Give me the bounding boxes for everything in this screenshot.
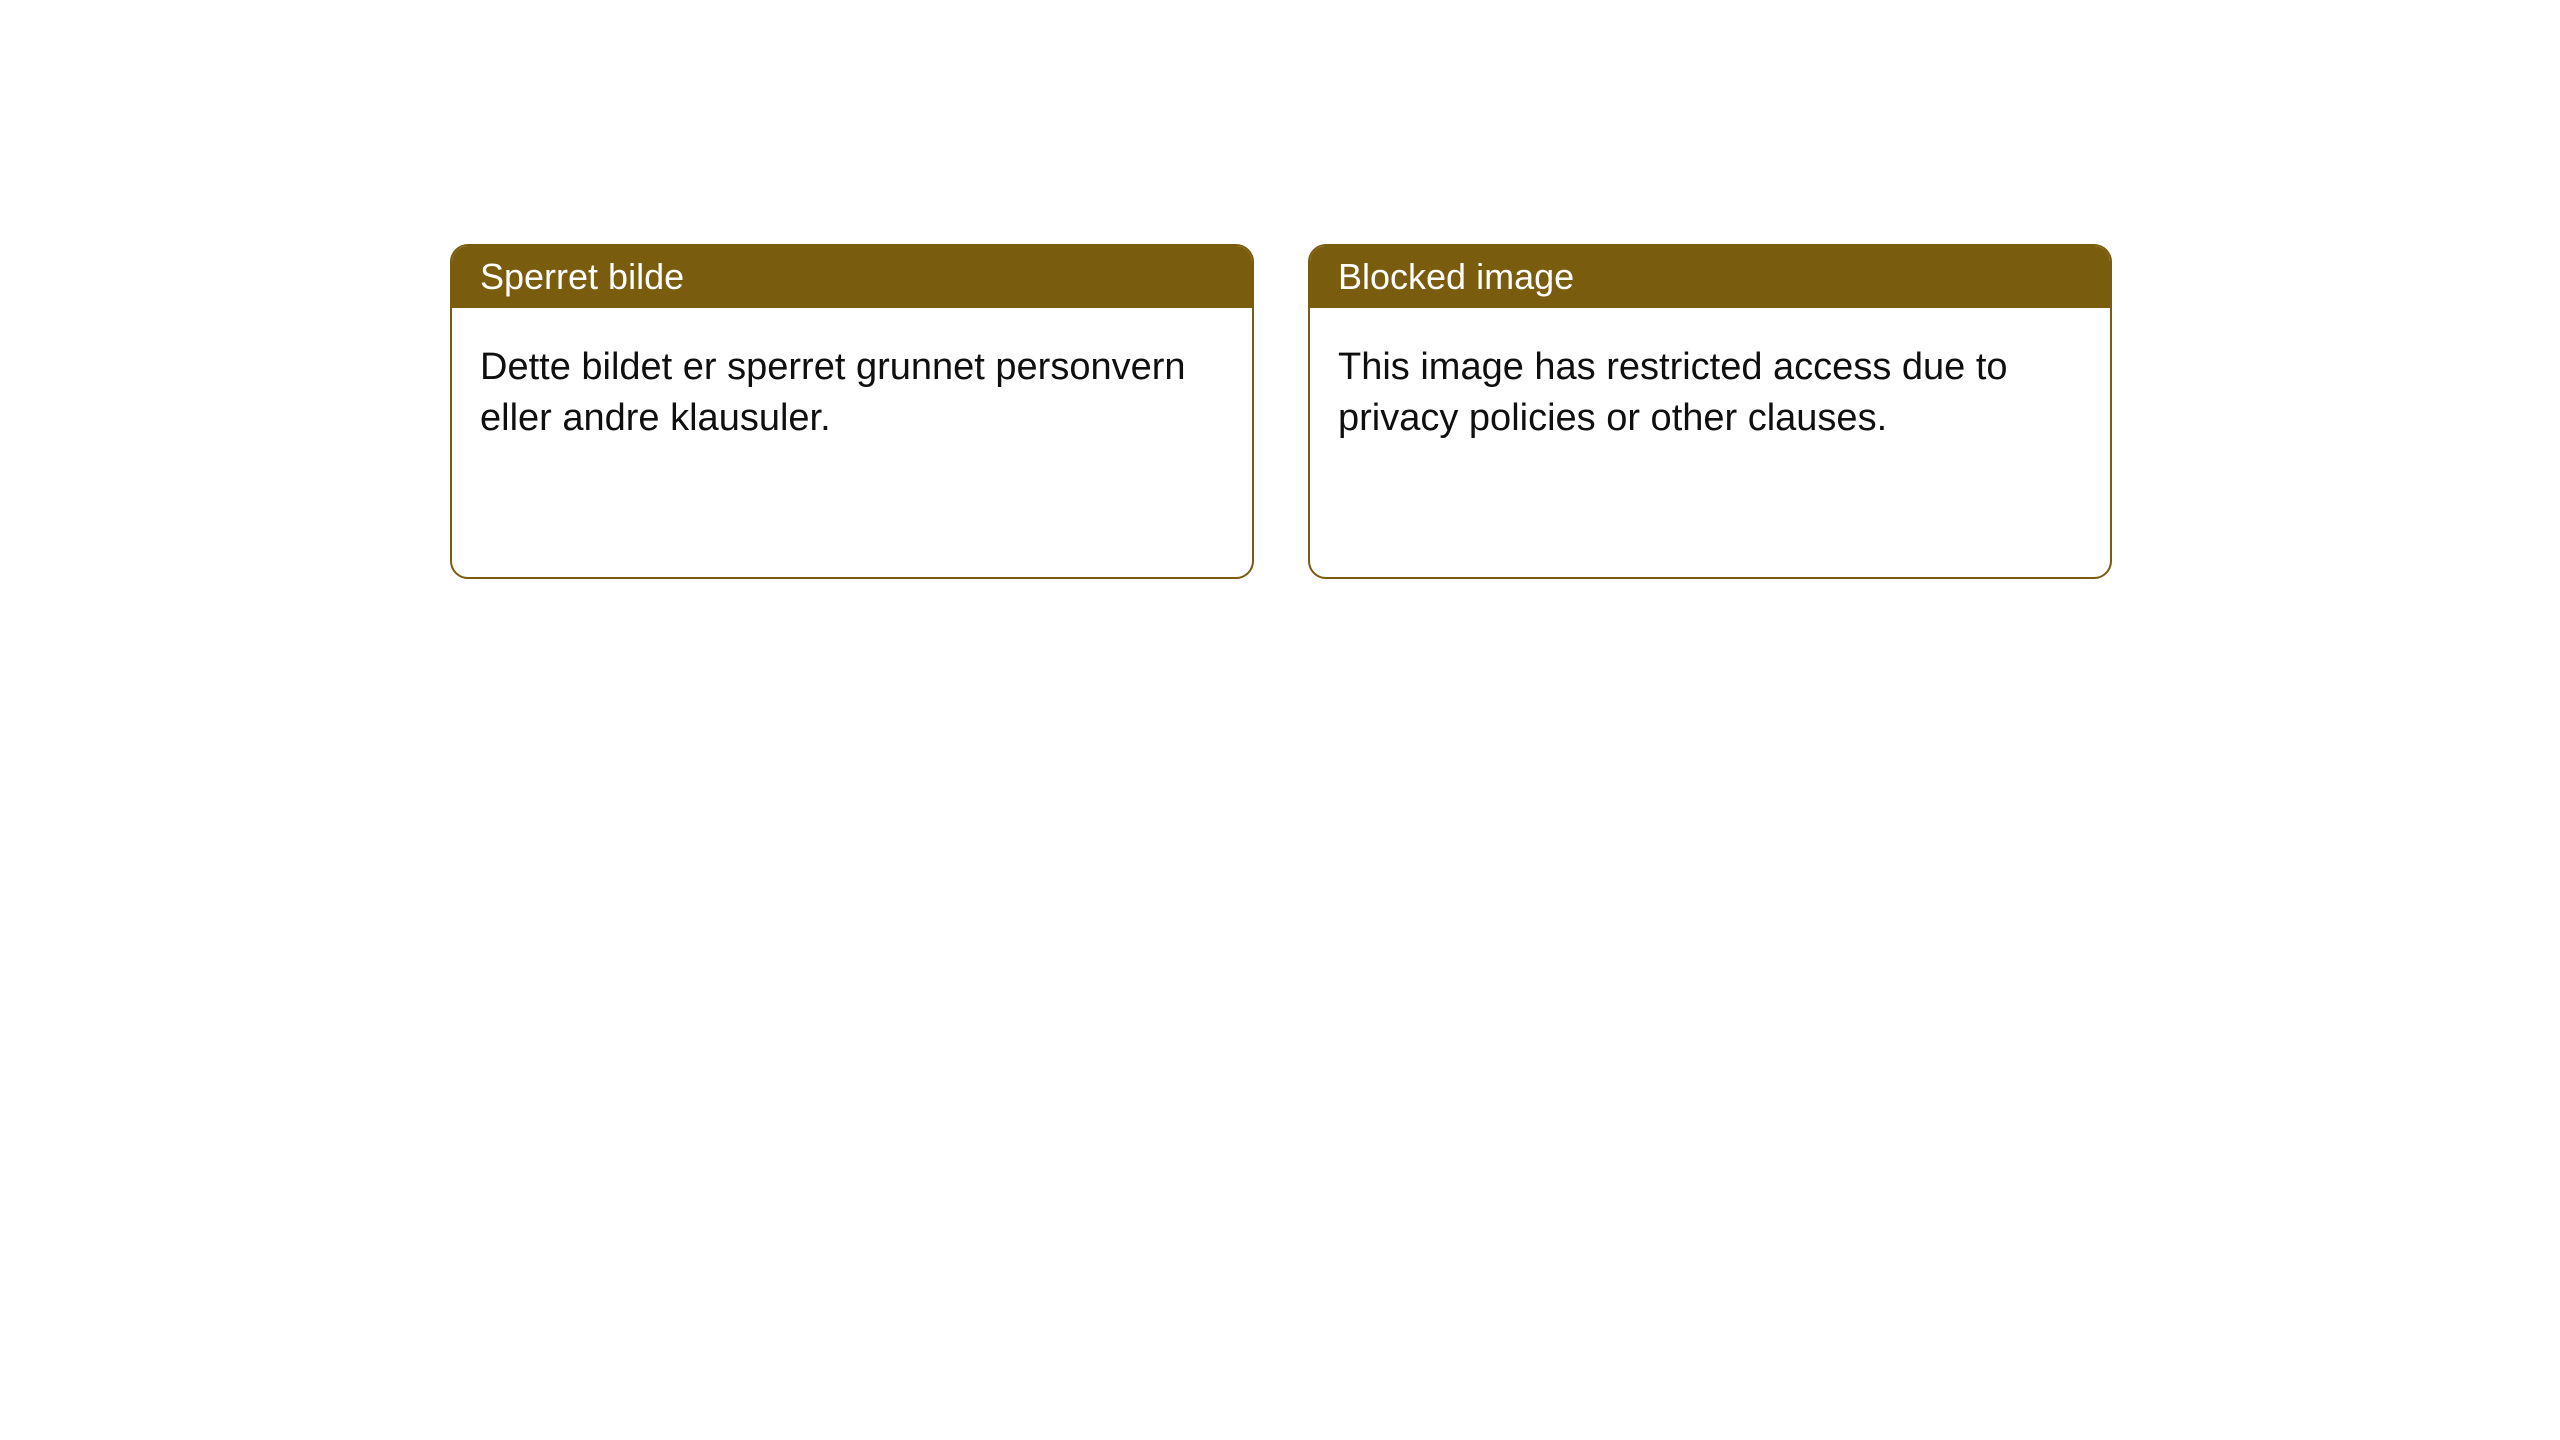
- card-title: Blocked image: [1338, 256, 1574, 297]
- card-message: Dette bildet er sperret grunnet personve…: [480, 346, 1186, 439]
- card-body: Dette bildet er sperret grunnet personve…: [452, 308, 1252, 479]
- card-title: Sperret bilde: [480, 256, 684, 297]
- blocked-image-card-en: Blocked image This image has restricted …: [1308, 244, 2112, 579]
- card-message: This image has restricted access due to …: [1338, 346, 2008, 439]
- card-body: This image has restricted access due to …: [1310, 308, 2110, 479]
- blocked-image-card-no: Sperret bilde Dette bildet er sperret gr…: [450, 244, 1254, 579]
- card-header: Blocked image: [1310, 246, 2110, 308]
- card-header: Sperret bilde: [452, 246, 1252, 308]
- notice-container: Sperret bilde Dette bildet er sperret gr…: [450, 244, 2112, 579]
